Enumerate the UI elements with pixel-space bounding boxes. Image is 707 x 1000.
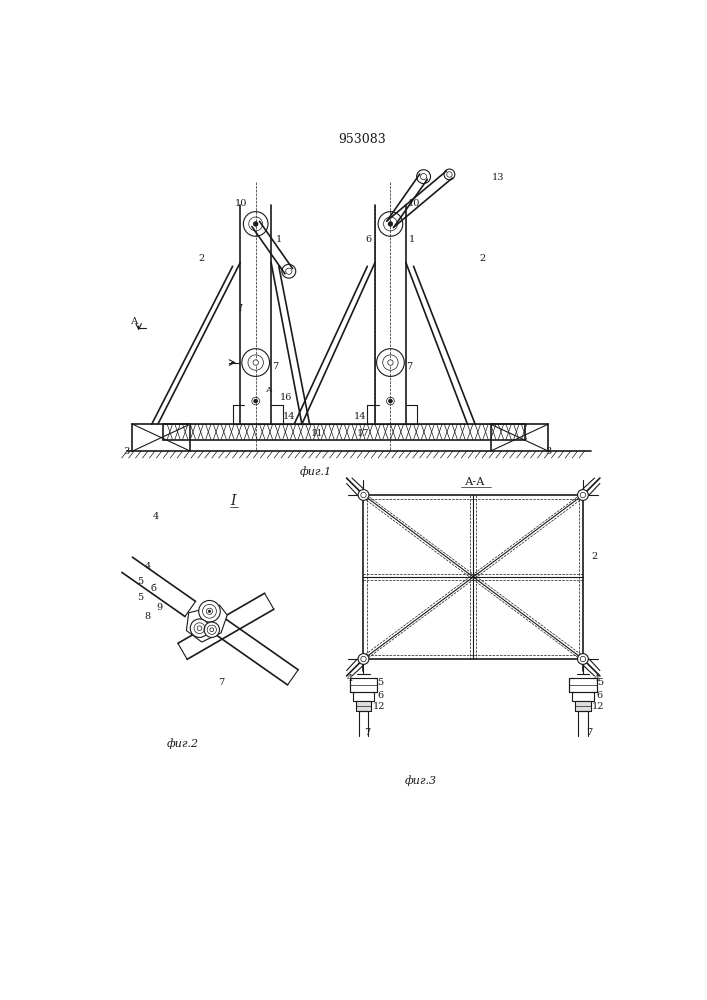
Text: А: А	[131, 317, 139, 326]
Bar	[350, 678, 378, 692]
Bar	[569, 678, 597, 692]
Circle shape	[578, 654, 588, 664]
Circle shape	[254, 399, 257, 403]
Text: 3: 3	[123, 447, 129, 456]
Circle shape	[389, 399, 392, 403]
Text: 2: 2	[199, 254, 205, 263]
Text: 2: 2	[480, 254, 486, 263]
Text: 8: 8	[145, 612, 151, 621]
Text: фиг.3: фиг.3	[405, 775, 438, 786]
Circle shape	[253, 222, 258, 226]
Text: 7: 7	[364, 728, 370, 737]
Text: I: I	[238, 304, 243, 313]
Circle shape	[190, 619, 209, 637]
Text: I: I	[230, 494, 235, 508]
Text: 4: 4	[346, 674, 353, 683]
Circle shape	[358, 654, 369, 664]
Bar	[572, 692, 594, 701]
Text: 5: 5	[597, 678, 603, 687]
Text: 12: 12	[592, 702, 604, 711]
Text: 7: 7	[218, 678, 224, 687]
Text: 6: 6	[378, 691, 383, 700]
Text: 6: 6	[597, 691, 603, 700]
Text: 14: 14	[354, 412, 366, 421]
Text: 3: 3	[545, 447, 551, 456]
Text: 10: 10	[407, 199, 420, 208]
Circle shape	[388, 222, 393, 226]
Circle shape	[197, 626, 201, 631]
Text: 2: 2	[591, 552, 597, 561]
Circle shape	[358, 490, 369, 500]
Text: фиг.1: фиг.1	[300, 466, 332, 477]
Text: А-А: А-А	[465, 477, 486, 487]
Polygon shape	[187, 605, 227, 642]
Text: б: б	[151, 584, 156, 593]
Text: 7: 7	[271, 362, 278, 371]
Circle shape	[209, 610, 211, 612]
Circle shape	[204, 622, 219, 637]
Bar	[353, 692, 374, 701]
Text: А: А	[266, 385, 272, 393]
Text: 5: 5	[137, 578, 144, 586]
Text: 5: 5	[137, 593, 144, 602]
Text: 4: 4	[145, 562, 151, 571]
Text: фиг.2: фиг.2	[166, 738, 199, 749]
Text: 9: 9	[156, 603, 163, 612]
Text: 10: 10	[235, 199, 247, 208]
Text: 1: 1	[409, 235, 415, 244]
Circle shape	[199, 600, 221, 622]
Text: 7: 7	[586, 728, 592, 737]
Bar	[356, 701, 371, 711]
Text: 7: 7	[407, 362, 413, 371]
Text: 16: 16	[280, 393, 293, 402]
Text: 14: 14	[283, 412, 295, 421]
Text: 4: 4	[153, 512, 158, 521]
Text: 11: 11	[311, 429, 324, 438]
Circle shape	[387, 360, 393, 365]
Text: 13: 13	[492, 173, 505, 182]
Circle shape	[578, 490, 588, 500]
Bar	[575, 701, 590, 711]
Text: 6: 6	[366, 235, 372, 244]
Text: 5: 5	[378, 678, 383, 687]
Text: 17: 17	[357, 429, 370, 438]
Text: 4: 4	[594, 674, 600, 683]
Text: 12: 12	[373, 702, 385, 711]
Text: 953083: 953083	[338, 133, 386, 146]
Text: 1: 1	[276, 235, 282, 244]
Circle shape	[210, 628, 214, 632]
Circle shape	[253, 360, 258, 365]
